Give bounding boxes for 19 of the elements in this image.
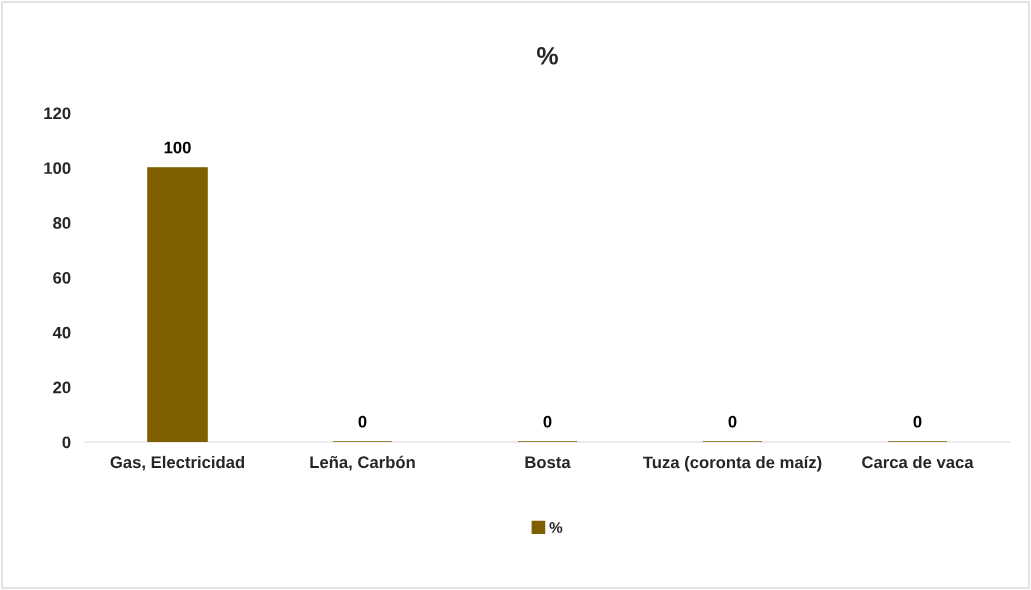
data-label: 100 [164, 141, 191, 154]
y-tick-label: 100 [44, 162, 71, 175]
data-label: 0 [358, 415, 367, 428]
x-tick-label: Bosta [525, 456, 571, 469]
y-tick-label: 0 [62, 436, 71, 449]
y-tick-label: 40 [52, 326, 71, 339]
y-tick-label: 20 [53, 381, 71, 394]
y-tick-label: 60 [53, 271, 71, 284]
chart-title: % [537, 46, 558, 65]
y-tick-label: 80 [53, 217, 71, 229]
x-tick-label: Carca de vaca [862, 455, 974, 469]
x-tick-label: Gas, Electricidad [110, 455, 245, 471]
data-label: 0 [543, 415, 552, 428]
data-label: 0 [728, 415, 737, 428]
legend-label: % [549, 522, 563, 533]
data-label: 0 [913, 415, 922, 428]
x-tick-label: Tuza (coronta de maíz) [643, 455, 822, 472]
y-tick-label: 120 [44, 107, 71, 120]
x-tick-label: Leña, Carbón [310, 455, 415, 471]
